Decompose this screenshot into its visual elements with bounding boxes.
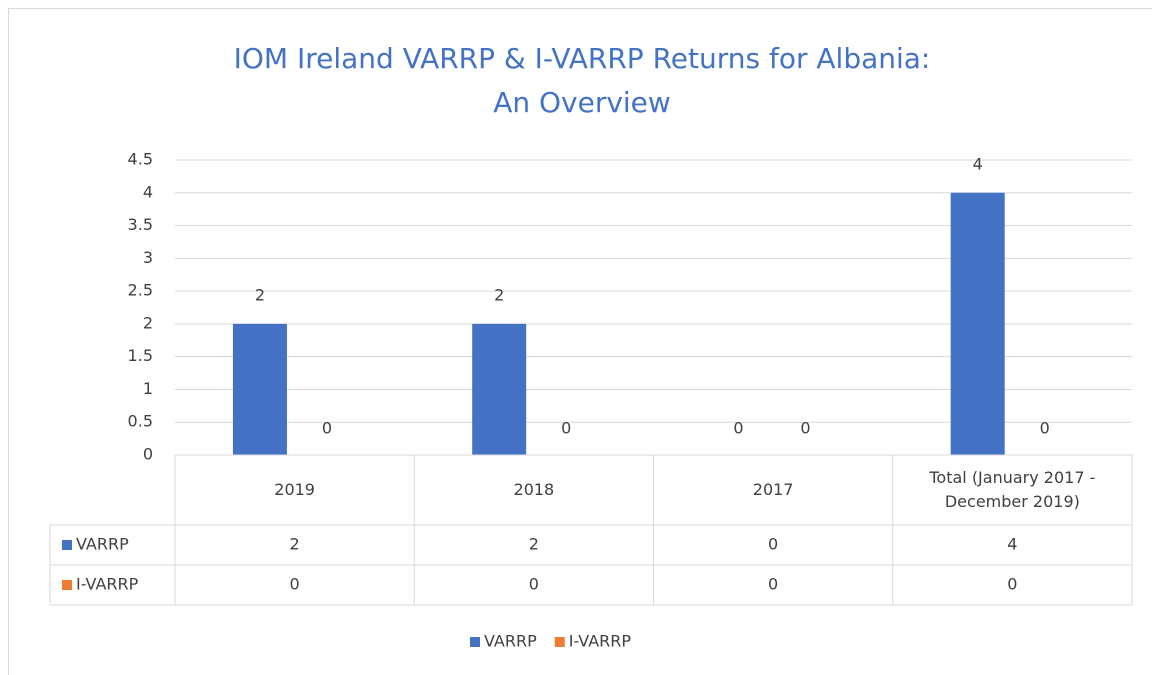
bar — [950, 192, 1005, 455]
legend-label: I-VARRP — [569, 632, 632, 651]
data-label: 0 — [800, 419, 810, 438]
data-label: 0 — [322, 419, 332, 438]
x-tick-label-box: Total (January 2017 - December 2019) — [929, 468, 1096, 511]
table-value: 2 — [529, 535, 539, 554]
y-tick-label: 4.5 — [128, 150, 153, 169]
x-tick-label-box: 2017 — [752, 480, 794, 499]
x-tick-label: Total (January 2017 - December 2019) — [929, 468, 1096, 511]
y-tick-label: 1.5 — [128, 346, 153, 365]
bar — [472, 323, 527, 455]
y-tick-label: 2 — [143, 313, 153, 332]
table-legend-key — [62, 580, 72, 590]
x-tick-label-box: 2019 — [274, 480, 315, 499]
x-tick-label: 2019 — [274, 480, 315, 499]
table-series-name: VARRP — [76, 535, 129, 554]
table-value: 4 — [1007, 535, 1017, 554]
bar — [232, 323, 287, 455]
x-tick-label: 2018 — [513, 480, 555, 499]
legend-label: VARRP — [484, 632, 537, 651]
y-tick-label: 1 — [143, 379, 153, 398]
legend-key — [554, 637, 565, 647]
y-tick-label: 4 — [143, 182, 153, 201]
x-tick-label: 2017 — [752, 480, 794, 499]
y-tick-label: 0.5 — [128, 412, 153, 431]
chart-title: An Overview — [493, 86, 671, 119]
table-value: 0 — [768, 575, 778, 594]
data-label: 0 — [561, 419, 571, 438]
table-value: 0 — [1007, 575, 1017, 594]
data-label: 2 — [494, 285, 504, 304]
chart-title: IOM Ireland VARRP & I-VARRP Returns for … — [234, 42, 931, 75]
x-tick-label-box: 2018 — [513, 480, 555, 499]
table-value: 0 — [529, 575, 539, 594]
table-series-name: I-VARRP — [76, 575, 139, 594]
table-value: 0 — [768, 535, 778, 554]
data-label: 0 — [1040, 419, 1050, 438]
y-tick-label: 3.5 — [128, 215, 153, 234]
legend-key — [470, 637, 480, 647]
table-value: 2 — [290, 535, 300, 554]
y-tick-label: 2.5 — [128, 281, 153, 300]
data-label: 4 — [973, 154, 983, 173]
table-value: 0 — [290, 575, 300, 594]
y-tick-label: 0 — [143, 445, 153, 464]
data-label: 0 — [733, 419, 743, 438]
data-label: 2 — [255, 285, 265, 304]
y-tick-label: 3 — [143, 248, 153, 267]
table-legend-key — [62, 540, 72, 550]
